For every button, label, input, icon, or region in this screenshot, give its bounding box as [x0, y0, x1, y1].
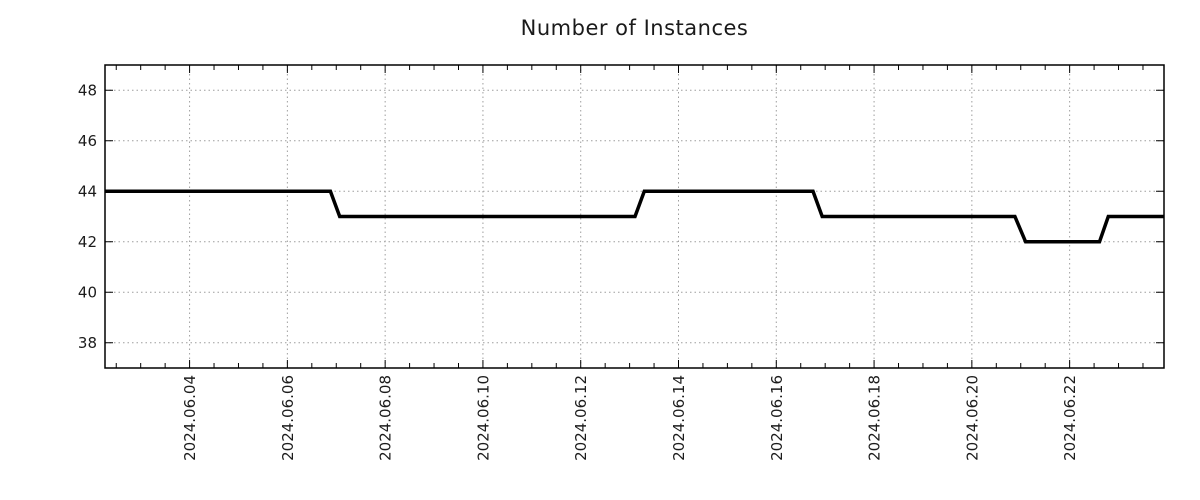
x-tick-label: 2024.06.10 [474, 375, 492, 461]
x-tick-label: 2024.06.16 [768, 375, 786, 461]
x-tick-label: 2024.06.14 [670, 375, 688, 461]
x-tick-label: 2024.06.08 [377, 375, 395, 461]
x-tick-label: 2024.06.12 [572, 375, 590, 461]
chart-title: Number of Instances [520, 16, 749, 40]
x-tick-label: 2024.06.20 [963, 375, 981, 461]
y-tick-label: 46 [78, 132, 97, 150]
y-tick-label: 40 [78, 283, 97, 301]
y-tick-label: 48 [78, 81, 97, 99]
y-tick-label: 42 [78, 233, 97, 251]
y-tick-label: 44 [78, 182, 97, 200]
series-line-instances [105, 189, 1164, 244]
x-tick-label: 2024.06.22 [1061, 375, 1079, 461]
x-tick-label: 2024.06.04 [181, 375, 199, 461]
y-tick-label: 38 [78, 334, 97, 352]
x-tick-label: 2024.06.06 [279, 375, 297, 461]
x-tick-label: 2024.06.18 [866, 375, 884, 461]
